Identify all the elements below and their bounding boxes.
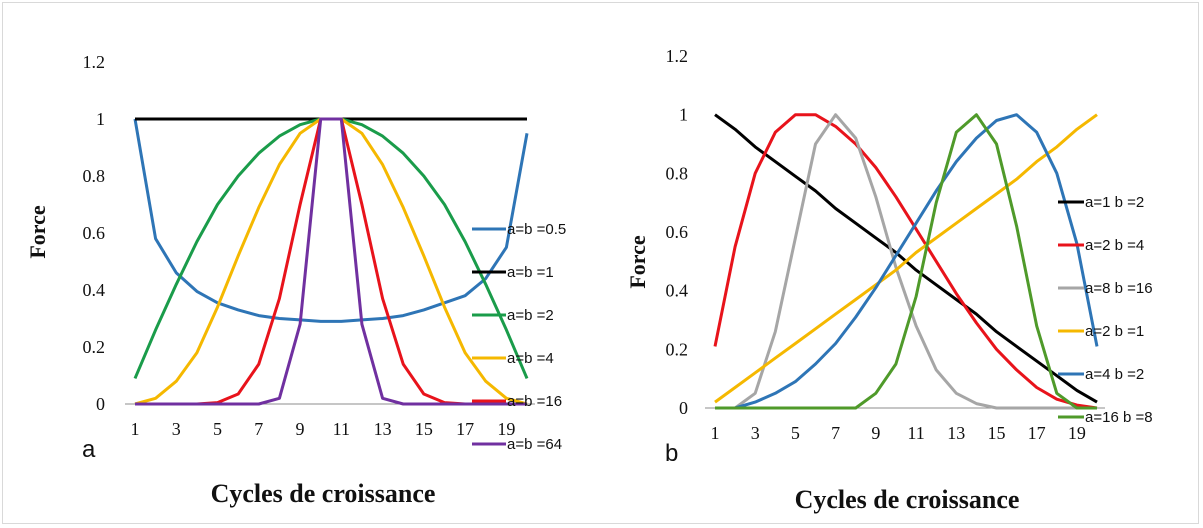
series-line bbox=[715, 113, 1097, 410]
x-tick-label: 7 bbox=[254, 419, 263, 439]
chart-panel-b: 00.20.40.60.811.21 3 5 7 9 11 13 15 17 19a=1 b =2… bbox=[625, 46, 1153, 514]
legend-label: a=8 b =16 bbox=[1085, 280, 1153, 297]
y-axis-title: Force bbox=[25, 205, 50, 259]
legend-label: a=4 b =2 bbox=[1085, 366, 1144, 383]
series-line bbox=[715, 113, 1099, 410]
x-tick-label: 11 bbox=[333, 419, 350, 439]
series-line bbox=[713, 113, 1098, 410]
legend-label: a=b =64 bbox=[507, 436, 562, 453]
legend-label: a=b =2 bbox=[507, 307, 554, 324]
series-line bbox=[135, 117, 527, 406]
x-tick-label: 1 bbox=[131, 419, 140, 439]
x-tick-label: 17 bbox=[1028, 423, 1046, 443]
y-tick-label: 0.8 bbox=[666, 163, 689, 183]
x-tick-label: 15 bbox=[415, 419, 433, 439]
y-tick-label: 0 bbox=[96, 394, 105, 414]
y-tick-label: 0.2 bbox=[666, 339, 689, 359]
x-tick-label: 19 bbox=[1068, 423, 1086, 443]
x-tick-label: 11 bbox=[907, 423, 924, 443]
x-tick-label: 5 bbox=[213, 419, 222, 439]
panel-label: a bbox=[82, 436, 96, 463]
x-tick-label: 3 bbox=[172, 419, 181, 439]
series-line bbox=[714, 113, 1098, 404]
legend-label: a=b =1 bbox=[507, 264, 554, 281]
x-tick-label: 17 bbox=[456, 419, 474, 439]
legend-label: a=b =4 bbox=[507, 350, 554, 367]
legend-label: a=b =0.5 bbox=[507, 221, 566, 238]
panel-label: b bbox=[665, 440, 678, 467]
y-tick-label: 0.4 bbox=[83, 280, 106, 300]
x-tick-label: 9 bbox=[871, 423, 880, 443]
y-tick-label: 0.4 bbox=[666, 281, 689, 301]
y-tick-label: 1.2 bbox=[83, 52, 106, 72]
series-line bbox=[133, 117, 529, 379]
x-tick-label: 15 bbox=[987, 423, 1005, 443]
series-line bbox=[133, 118, 529, 323]
x-tick-label: 19 bbox=[497, 419, 515, 439]
x-tick-label: 7 bbox=[831, 423, 840, 443]
x-axis-title: Cycles de croissance bbox=[795, 485, 1020, 514]
legend-label: a=16 b =8 bbox=[1085, 409, 1153, 426]
y-tick-label: 1.2 bbox=[666, 46, 689, 66]
y-tick-label: 1 bbox=[96, 109, 105, 129]
series-line bbox=[134, 117, 528, 406]
x-tick-label: 3 bbox=[751, 423, 760, 443]
legend-label: a=2 b =4 bbox=[1085, 237, 1144, 254]
x-axis-title: Cycles de croissance bbox=[211, 479, 436, 508]
series-line bbox=[135, 117, 527, 406]
series-line bbox=[715, 113, 1097, 410]
legend-label: a=2 b =1 bbox=[1085, 323, 1144, 340]
legend-label: a=1 b =2 bbox=[1085, 194, 1144, 211]
legend-label: a=b =16 bbox=[507, 393, 562, 410]
y-tick-label: 0.6 bbox=[83, 223, 106, 243]
x-tick-label: 5 bbox=[791, 423, 800, 443]
x-tick-label: 13 bbox=[374, 419, 392, 439]
y-tick-label: 1 bbox=[679, 105, 688, 125]
y-axis-title: Force bbox=[625, 235, 650, 289]
x-tick-label: 13 bbox=[947, 423, 965, 443]
x-tick-label: 9 bbox=[296, 419, 305, 439]
y-tick-label: 0.2 bbox=[83, 337, 106, 357]
y-tick-label: 0.6 bbox=[666, 222, 689, 242]
y-tick-label: 0.8 bbox=[83, 166, 106, 186]
y-tick-label: 0 bbox=[679, 398, 688, 418]
x-tick-label: 1 bbox=[711, 423, 720, 443]
chart-panel-a: 00.20.40.60.811.21 3 5 7 9 11 13 15 17 19a=b =0.5… bbox=[25, 52, 566, 508]
